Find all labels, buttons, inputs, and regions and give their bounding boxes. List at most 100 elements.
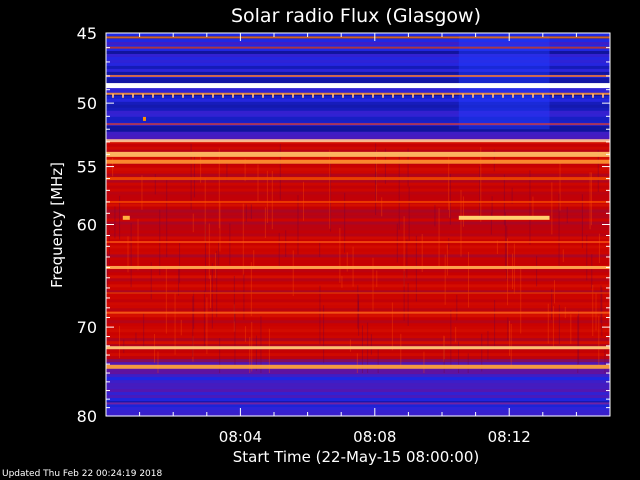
interference-dot xyxy=(132,93,134,98)
interference-dot xyxy=(292,93,294,98)
texture-streak xyxy=(234,313,236,366)
texture-streak xyxy=(229,223,231,266)
spectrogram-row xyxy=(106,170,610,175)
emission-band xyxy=(106,74,610,77)
spectrogram-row xyxy=(106,191,610,196)
spectrogram-row xyxy=(106,359,610,363)
spectrogram-row xyxy=(106,260,610,264)
texture-streak xyxy=(372,257,374,311)
interference-dot xyxy=(462,93,464,98)
texture-streak xyxy=(204,224,206,292)
spectrogram-row xyxy=(106,62,610,67)
texture-streak xyxy=(137,219,139,271)
spectrogram-row xyxy=(106,395,610,399)
interference-dot xyxy=(472,93,474,98)
emission-band xyxy=(106,36,610,39)
texture-streak xyxy=(377,348,379,374)
texture-streak xyxy=(408,186,410,241)
interference-dot xyxy=(232,93,234,98)
spectrogram-row xyxy=(106,356,610,360)
spectrogram-row xyxy=(106,41,610,46)
texture-streak xyxy=(193,291,195,329)
texture-streak xyxy=(208,223,210,279)
x-tick-label: 08:08 xyxy=(353,428,396,446)
texture-streak xyxy=(200,152,202,183)
spectrogram-row xyxy=(106,374,610,378)
texture-streak xyxy=(179,242,181,283)
emission-band xyxy=(106,151,610,157)
texture-streak xyxy=(446,244,448,276)
interference-dots xyxy=(112,93,604,98)
spectrogram-row xyxy=(106,77,610,82)
texture-streak xyxy=(143,313,145,349)
plot-area xyxy=(105,32,611,417)
spectrogram-row xyxy=(106,98,610,103)
spectrogram-row xyxy=(106,107,610,112)
interference-dot xyxy=(112,93,114,98)
spectrogram-row xyxy=(106,254,610,259)
spectrogram-row xyxy=(106,248,610,253)
texture-streak xyxy=(462,196,464,227)
texture-streak xyxy=(209,275,211,309)
texture-streak xyxy=(552,306,554,347)
spectrogram-rows xyxy=(106,33,610,417)
spectrogram-row xyxy=(106,389,610,393)
spectrogram-row xyxy=(106,263,610,267)
spectrogram-row xyxy=(106,407,610,411)
burst-spot xyxy=(122,215,130,220)
spectrogram-row xyxy=(106,257,610,262)
interference-dot xyxy=(312,93,314,98)
y-tick-label: 45 xyxy=(77,24,97,43)
texture-streak xyxy=(581,194,583,249)
interference-dot xyxy=(322,93,324,98)
interference-dot xyxy=(372,93,374,98)
emission-band xyxy=(106,139,610,143)
texture-streak xyxy=(496,240,498,255)
texture-streak xyxy=(456,294,458,321)
texture-streak xyxy=(591,254,593,289)
x-axis-label: Start Time (22-May-15 08:00:00) xyxy=(233,448,479,466)
interference-dot xyxy=(242,93,244,98)
spectrogram-row xyxy=(106,125,610,130)
spectrogram-row xyxy=(106,113,610,118)
spectrogram-row xyxy=(106,194,610,199)
texture-streak xyxy=(266,170,268,224)
texture-streak xyxy=(598,316,600,366)
spectrogram-row xyxy=(106,149,610,154)
texture-streak xyxy=(468,251,470,308)
texture-streak xyxy=(250,204,252,220)
y-tick-label: 55 xyxy=(77,158,97,177)
spectrogram-row xyxy=(106,236,610,241)
spectrogram-row xyxy=(106,89,610,94)
spectrogram-row xyxy=(106,317,610,321)
emission-band xyxy=(106,291,610,294)
spectrogram-row xyxy=(106,323,610,327)
texture-streak xyxy=(216,250,218,318)
spectrogram-row xyxy=(106,230,610,235)
texture-streak xyxy=(381,197,383,217)
texture-streak xyxy=(107,251,109,293)
spectrogram-row xyxy=(106,104,610,109)
spectrogram-row xyxy=(106,80,610,85)
texture-streak xyxy=(206,297,208,354)
texture-streak xyxy=(403,216,405,287)
texture-streak xyxy=(358,294,360,336)
texture-streak xyxy=(592,284,594,337)
spectrogram-row xyxy=(106,371,610,375)
spectrogram-row xyxy=(106,350,610,354)
texture-streak xyxy=(233,304,235,332)
spectrogram-row xyxy=(106,56,610,61)
texture-streak xyxy=(494,300,496,350)
interference-dot xyxy=(532,93,534,98)
texture-streak xyxy=(319,241,321,258)
texture-streak xyxy=(244,158,246,182)
texture-streak xyxy=(532,196,534,221)
spectrogram-row xyxy=(106,224,610,229)
spectrogram-row xyxy=(106,353,610,357)
texture-streak xyxy=(443,341,445,374)
spectrogram-row xyxy=(106,269,610,273)
texture-streak xyxy=(279,143,281,200)
texture-streak xyxy=(244,326,246,342)
spectrogram-row xyxy=(106,377,610,381)
texture-streak xyxy=(219,201,221,252)
